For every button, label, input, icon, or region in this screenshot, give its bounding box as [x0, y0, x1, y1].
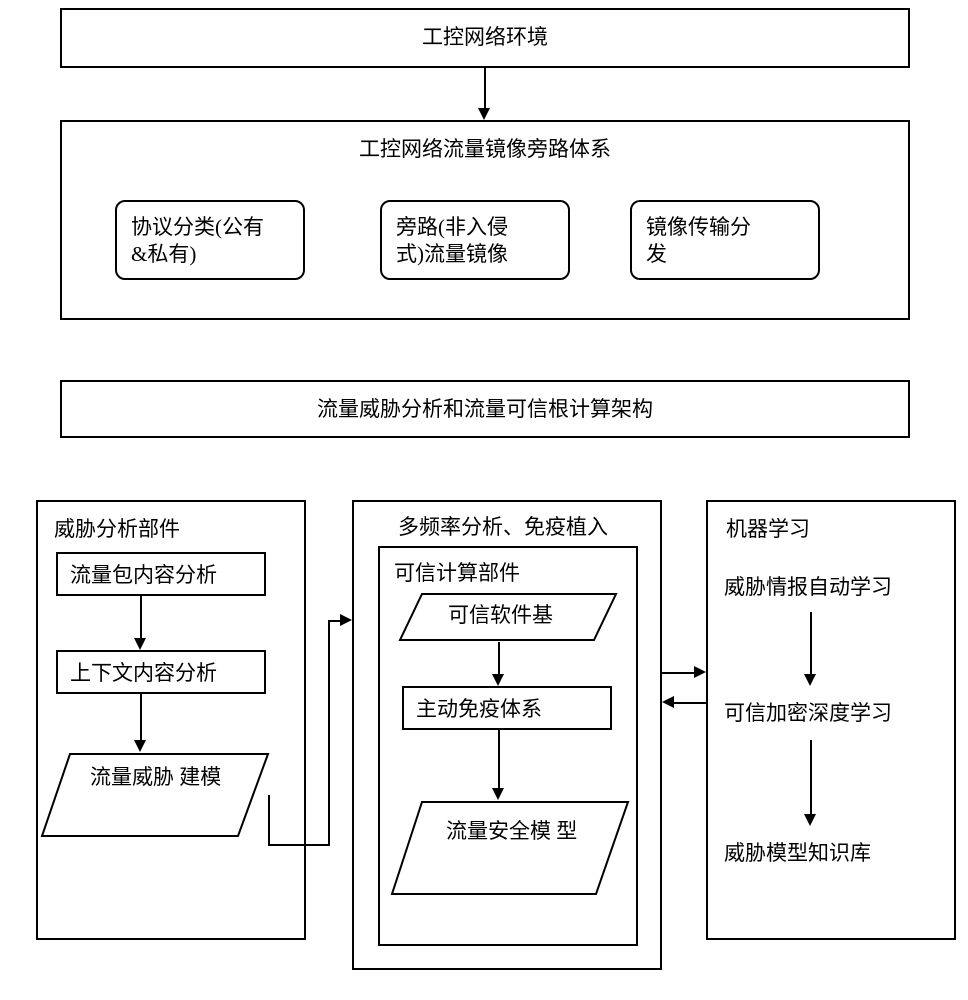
- arrowhead-env-to-mirror: [478, 108, 490, 120]
- arrow-pkt-to-ctx: [140, 596, 142, 640]
- mirror-item-bypass: 旁路(非入侵 式)流量镜像: [380, 200, 570, 280]
- trusted-step-softbase-label: 可信软件基: [448, 602, 553, 629]
- mirror-item-bypass-label: 旁路(非入侵 式)流量镜像: [396, 214, 508, 269]
- mirror-system-title: 工控网络流量镜像旁路体系: [62, 136, 908, 163]
- trusted-step-model-label: 流量安全模 型: [446, 818, 596, 845]
- conn-threat-up: [328, 620, 330, 846]
- arrowhead-trusted-to-ml: [694, 666, 706, 678]
- trusted-step-model-shape: [390, 800, 630, 896]
- mirror-item-distribute: 镜像传输分 发: [630, 200, 820, 280]
- arrowhead-threat-to-trusted: [340, 614, 352, 626]
- ml-panel-title: 机器学习: [726, 516, 810, 543]
- arrowhead-softbase-to-immune: [492, 674, 504, 686]
- conn-threat-down: [268, 795, 270, 845]
- arrow-softbase-to-immune: [498, 642, 500, 676]
- threat-step-pkt-label: 流量包内容分析: [70, 562, 217, 589]
- mirror-item-distribute-label: 镜像传输分 发: [646, 214, 751, 269]
- arrow-immune-to-model: [498, 730, 500, 790]
- conn-threat-right: [268, 844, 330, 846]
- arch-box-label: 流量威胁分析和流量可信根计算架构: [317, 396, 653, 423]
- ml-step-crypto: 可信加密深度学习: [724, 700, 944, 727]
- trusted-outer-title: 多频率分析、免疫植入: [398, 514, 608, 541]
- arrowhead-crypto-to-kb: [804, 814, 816, 826]
- trusted-step-immune-label: 主动免疫体系: [416, 696, 542, 723]
- arrowhead-immune-to-model: [492, 788, 504, 800]
- arrowhead-ctx-to-model: [134, 740, 146, 752]
- trusted-step-immune: 主动免疫体系: [402, 686, 612, 730]
- env-box: 工控网络环境: [60, 8, 910, 68]
- trusted-inner-title: 可信计算部件: [394, 560, 520, 587]
- threat-panel-title: 威胁分析部件: [54, 516, 180, 543]
- arrow-crypto-to-kb: [810, 740, 812, 816]
- ml-step-kb: 威胁模型知识库: [724, 840, 944, 867]
- arrowhead-intel-to-crypto: [804, 674, 816, 686]
- ml-step-intel: 威胁情报自动学习: [724, 574, 944, 601]
- arrow-intel-to-crypto: [810, 612, 812, 676]
- threat-step-pkt: 流量包内容分析: [56, 552, 266, 596]
- mirror-item-protocol-label: 协议分类(公有 &私有): [131, 214, 264, 269]
- threat-step-ctx-label: 上下文内容分析: [70, 660, 217, 687]
- arrowhead-pkt-to-ctx: [134, 638, 146, 650]
- mirror-item-protocol: 协议分类(公有 &私有): [115, 200, 305, 280]
- arch-box: 流量威胁分析和流量可信根计算架构: [60, 380, 910, 438]
- arrow-env-to-mirror: [484, 68, 486, 110]
- arrow-ctx-to-model: [140, 694, 142, 742]
- threat-step-model-label: 流量威胁 建模: [90, 764, 240, 791]
- arrowhead-ml-to-trusted: [662, 696, 674, 708]
- arrow-ml-to-trusted: [674, 702, 708, 704]
- threat-step-ctx: 上下文内容分析: [56, 650, 266, 694]
- env-box-label: 工控网络环境: [422, 24, 548, 51]
- arrow-trusted-to-ml: [662, 672, 696, 674]
